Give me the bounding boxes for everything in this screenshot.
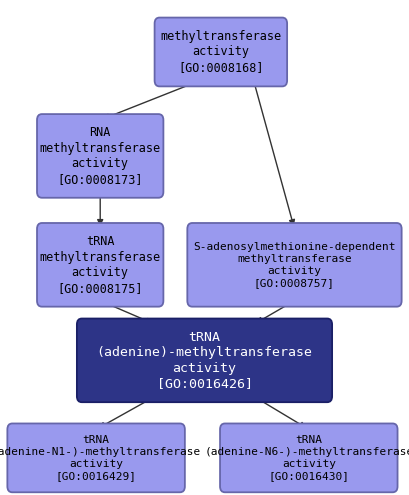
Text: methyltransferase
activity
[GO:0008168]: methyltransferase activity [GO:0008168] (160, 30, 281, 74)
Text: tRNA
(adenine-N6-)-methyltransferase
activity
[GO:0016430]: tRNA (adenine-N6-)-methyltransferase act… (204, 435, 409, 481)
Text: tRNA
(adenine)-methyltransferase
activity
[GO:0016426]: tRNA (adenine)-methyltransferase activit… (97, 331, 312, 390)
FancyBboxPatch shape (37, 223, 164, 306)
Text: tRNA
(adenine-N1-)-methyltransferase
activity
[GO:0016429]: tRNA (adenine-N1-)-methyltransferase act… (0, 435, 201, 481)
FancyBboxPatch shape (37, 114, 164, 198)
FancyBboxPatch shape (220, 423, 398, 492)
FancyBboxPatch shape (155, 17, 287, 86)
FancyBboxPatch shape (77, 319, 332, 402)
Text: tRNA
methyltransferase
activity
[GO:0008175]: tRNA methyltransferase activity [GO:0008… (40, 235, 161, 295)
Text: RNA
methyltransferase
activity
[GO:0008173]: RNA methyltransferase activity [GO:00081… (40, 126, 161, 186)
FancyBboxPatch shape (7, 423, 185, 492)
Text: S-adenosylmethionine-dependent
methyltransferase
activity
[GO:0008757]: S-adenosylmethionine-dependent methyltra… (193, 242, 396, 288)
FancyBboxPatch shape (187, 223, 402, 306)
